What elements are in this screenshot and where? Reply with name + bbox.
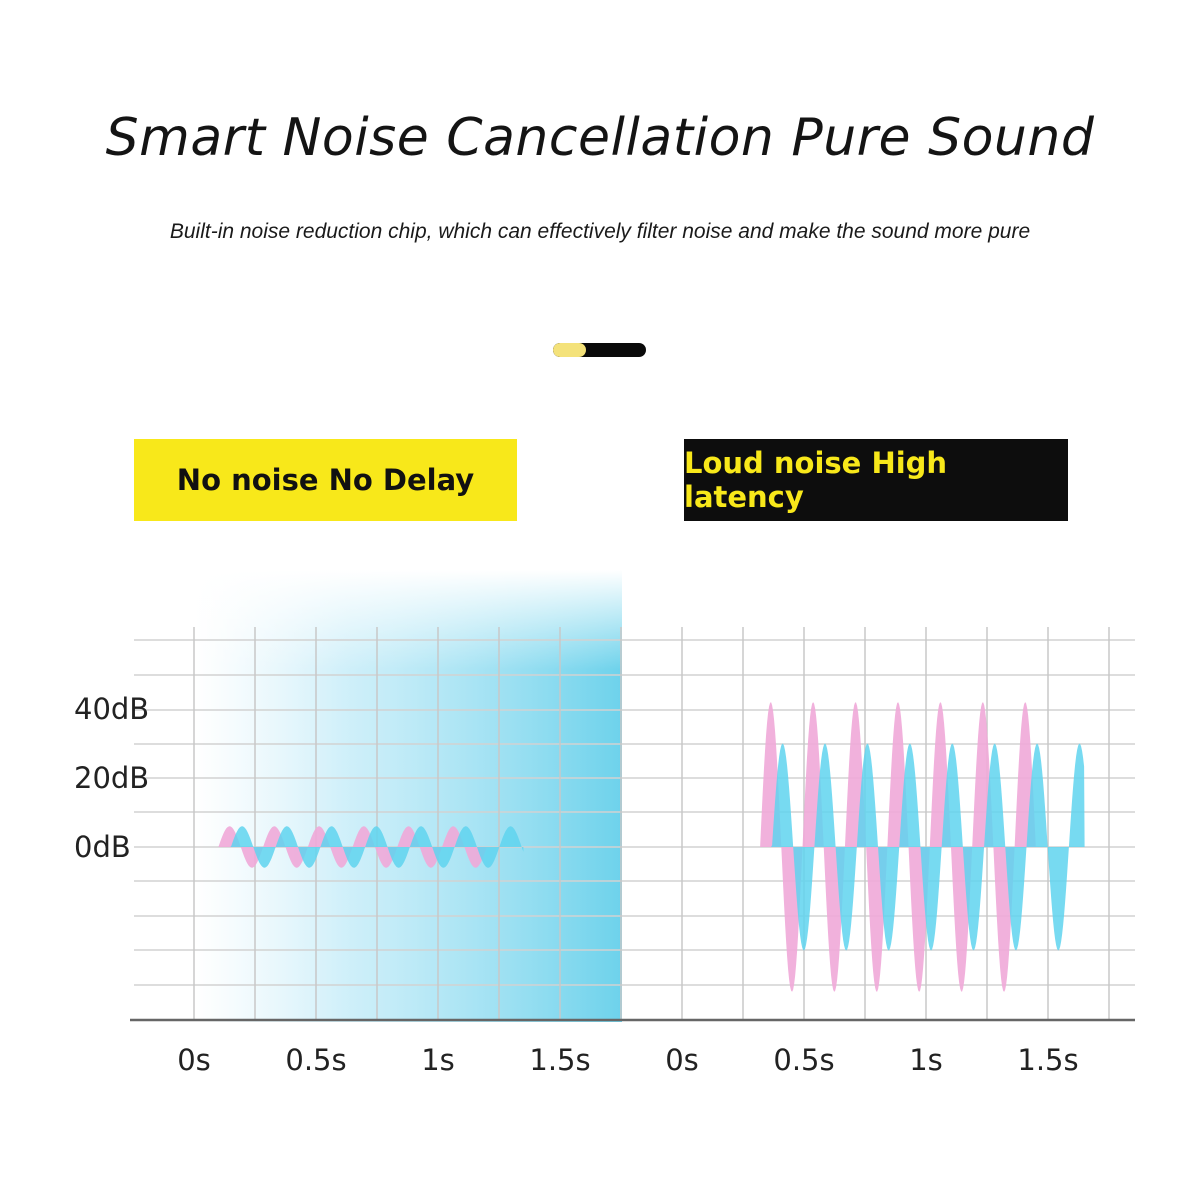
label-no-noise: No noise No Delay: [134, 439, 517, 521]
x-tick-label: 0s: [665, 1043, 699, 1077]
page-title: Smart Noise Cancellation Pure Sound: [105, 108, 1095, 168]
x-tick-label: 0.5s: [773, 1043, 834, 1077]
slide-indicator[interactable]: [553, 343, 646, 357]
y-tick-label: 20dB: [74, 761, 149, 795]
x-tick-label: 1.5s: [529, 1043, 590, 1077]
x-tick-label: 0.5s: [285, 1043, 346, 1077]
label-loud-noise: Loud noise High latency: [684, 439, 1068, 521]
y-tick-label: 0dB: [74, 830, 131, 864]
y-tick-label: 40dB: [74, 692, 149, 726]
x-tick-label: 0s: [177, 1043, 211, 1077]
slide-indicator-active: [553, 343, 586, 357]
clear-sound-glow-fade: [196, 570, 622, 1022]
noisy-blue-wave: [760, 743, 1085, 951]
x-tick-label: 1s: [909, 1043, 943, 1077]
clean-blue-wave: [218, 826, 524, 868]
x-tick-label: 1s: [421, 1043, 455, 1077]
page-subtitle: Built-in noise reduction chip, which can…: [169, 220, 1031, 243]
x-tick-label: 1.5s: [1017, 1043, 1078, 1077]
